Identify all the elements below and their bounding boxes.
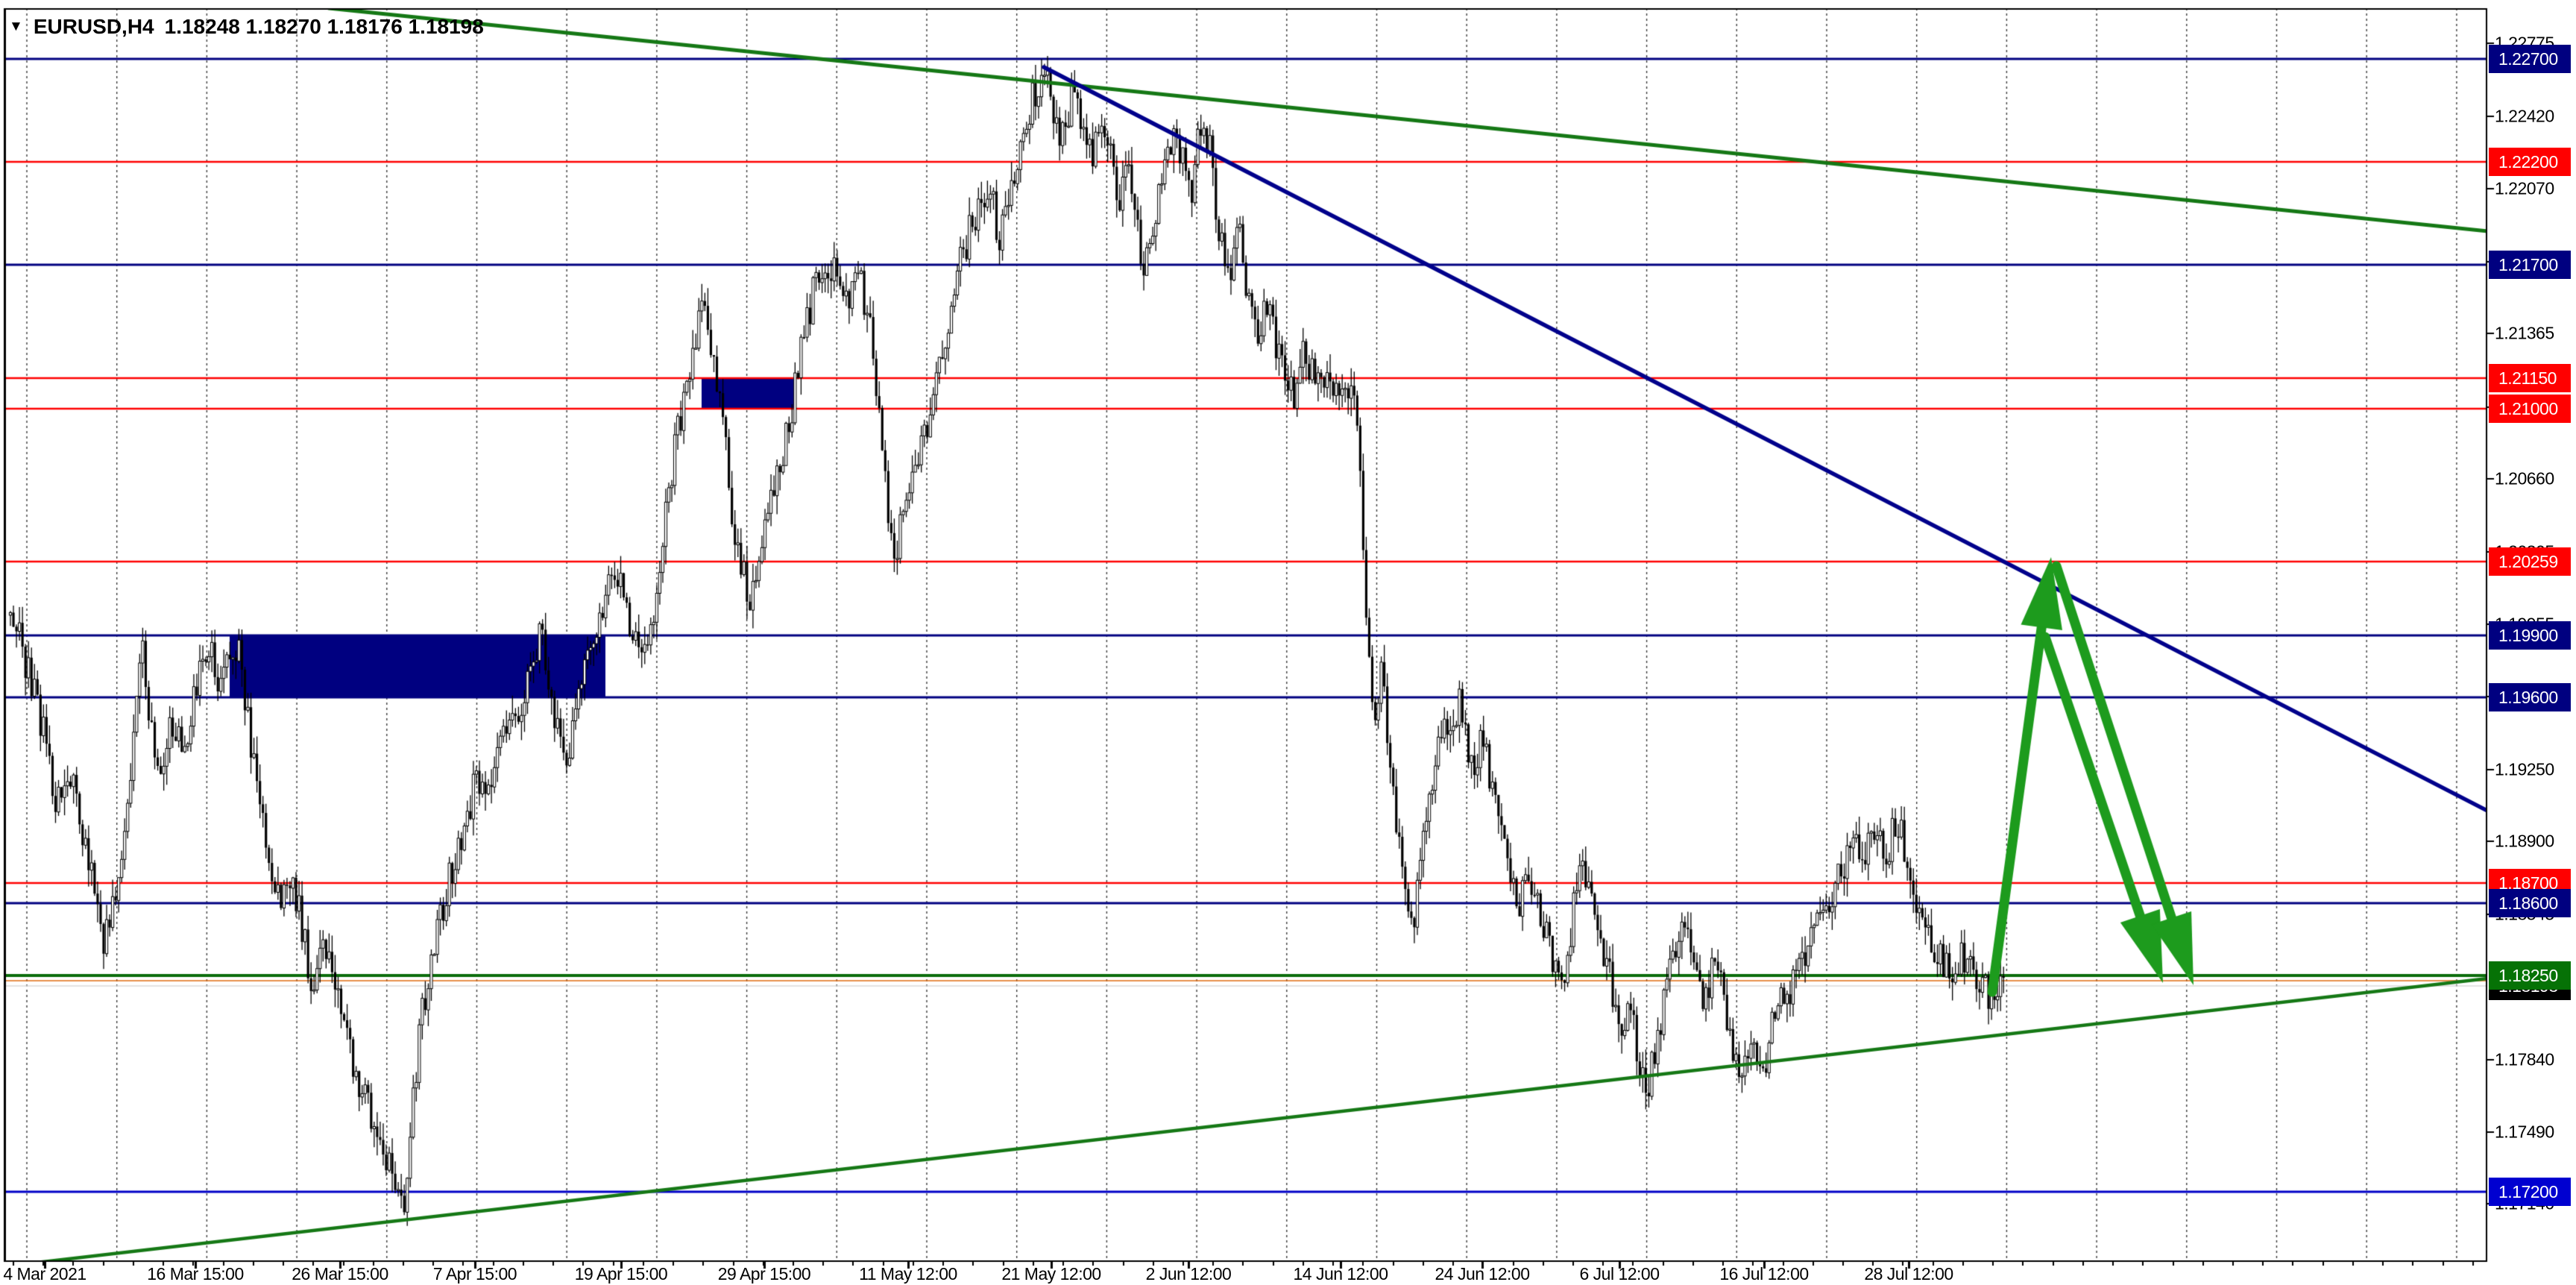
symbol-dropdown-icon[interactable]: ▼ <box>9 19 23 34</box>
symbol-period-label: EURUSD,H4 <box>33 15 154 38</box>
chart-title: ▼ EURUSD,H4 1.18248 1.18270 1.18176 1.18… <box>9 15 484 39</box>
ohlc-quotes-label: 1.18248 1.18270 1.18176 1.18198 <box>164 15 484 38</box>
